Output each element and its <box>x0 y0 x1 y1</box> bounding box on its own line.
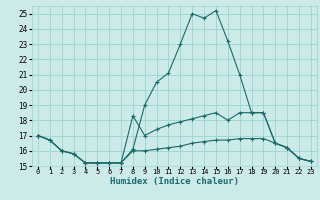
X-axis label: Humidex (Indice chaleur): Humidex (Indice chaleur) <box>110 177 239 186</box>
